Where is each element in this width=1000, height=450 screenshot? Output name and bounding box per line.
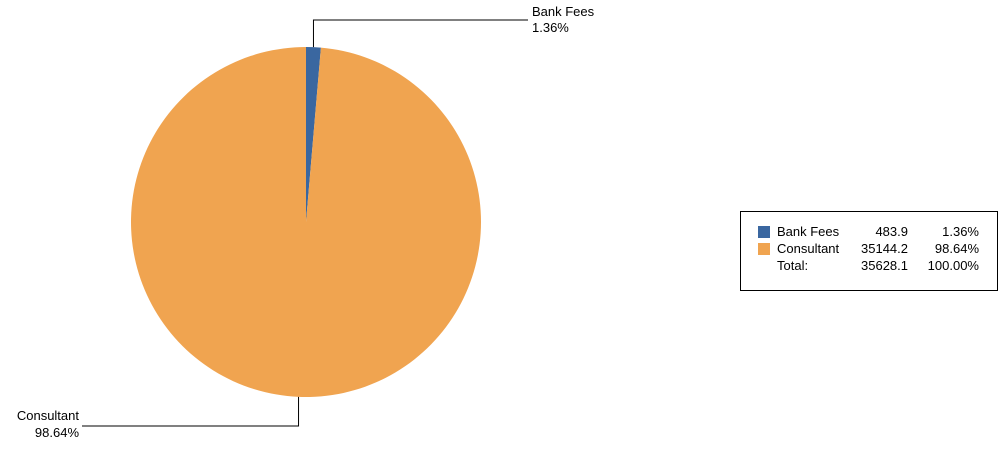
legend: Bank Fees 483.9 1.36% Consultant 35144.2… [740,211,998,291]
callout-label-consultant: Consultant [17,408,80,423]
callout-line-consultant [82,396,300,427]
callout-line-bank-fees [312,19,528,48]
callout-bank-fees: Bank Fees 1.36% [312,4,595,48]
legend-row-bank-fees: Bank Fees 483.9 1.36% [741,224,997,240]
legend-value: 483.9 [875,224,908,239]
legend-percent: 98.64% [934,241,979,256]
legend-row-total: Total: 35628.1 100.00% [741,258,997,274]
pie-slice-consultant [131,47,482,397]
legend-swatch-consultant [758,243,770,255]
legend-value: 35144.2 [861,241,908,256]
legend-name: Bank Fees [777,224,840,239]
legend-swatch-bank-fees [758,226,770,238]
callout-consultant: Consultant 98.64% [17,396,300,440]
pie-slice-bank-fees [306,47,321,222]
legend-row-consultant: Consultant 35144.2 98.64% [741,241,997,257]
legend-name: Consultant [777,241,840,256]
pie-slices [131,47,482,397]
legend-total-percent: 100.00% [927,258,979,273]
legend-percent: 1.36% [942,224,979,239]
callout-label-bank-fees: Bank Fees [532,4,595,19]
legend-total-label: Total: [777,258,809,273]
legend-total-value: 35628.1 [861,258,908,273]
callout-percent-consultant: 98.64% [35,425,80,440]
callout-percent-bank-fees: 1.36% [532,20,569,35]
